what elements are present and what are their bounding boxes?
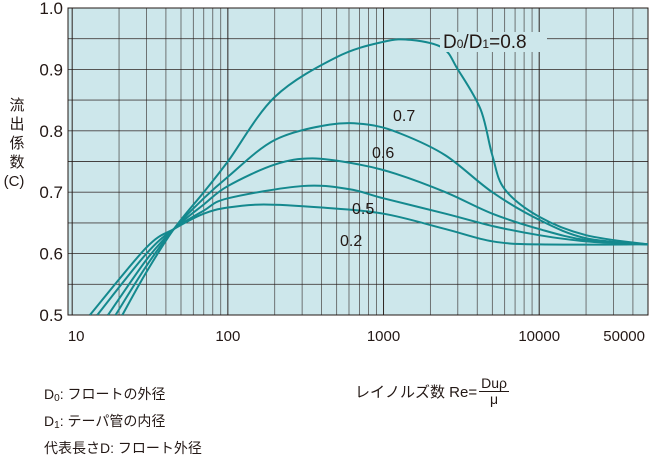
y-tick-label: 0.7: [39, 183, 63, 202]
y-axis-label-text: 流出係数: [9, 97, 25, 171]
x-tick-label: 1000: [367, 328, 400, 345]
x-tick-label: 10: [68, 328, 85, 345]
d0-subscript: 0: [54, 393, 60, 404]
y-tick-label: 0.9: [39, 60, 63, 79]
series-line: [121, 38, 648, 315]
d1-text: : テーパ管の内径: [59, 413, 166, 429]
y-axis-label: 流出係数 (C): [2, 96, 32, 191]
d1-subscript: 1: [54, 420, 60, 431]
reynolds-denominator: μ: [490, 391, 499, 407]
reynolds-fraction: Duρ μ: [479, 376, 509, 407]
note-d0: D0: フロートの外径: [44, 384, 165, 404]
reynolds-label: レイノルズ数 Re=: [355, 384, 478, 401]
discharge-coefficient-chart: 0.5 0.6 0.7 0.8 0.9 1.0 10 100 1000 10000 50000 D0/…: [39, 0, 649, 345]
d0-text: : フロートの外径: [59, 386, 166, 402]
d1-symbol: D: [44, 413, 55, 429]
series-label: 0.7: [393, 108, 415, 125]
note-representative-length: 代表長さD: フロート外径: [44, 440, 202, 456]
y-tick-label: 1.0: [39, 0, 63, 18]
series-line: [89, 203, 648, 315]
series-label: 0.6: [372, 145, 394, 162]
reynolds-formula: レイノルズ数 Re= Duρ μ: [355, 376, 509, 407]
x-tick-label: 100: [215, 328, 240, 345]
y-tick-label: 0.5: [39, 306, 63, 325]
series-label: 0.2: [340, 233, 362, 250]
series-label: 0.5: [352, 201, 374, 218]
y-tick-label: 0.8: [39, 122, 63, 141]
y-axis-label-unit: (C): [3, 173, 25, 190]
reynolds-numerator: Duρ: [479, 375, 509, 392]
plot-border: [67, 7, 649, 316]
series-label: D0/D1=0.8: [443, 32, 527, 53]
y-tick-label: 0.6: [39, 245, 63, 264]
x-tick-label: 10000: [518, 328, 560, 345]
d0-symbol: D: [44, 386, 55, 402]
x-tick-label: 50000: [603, 328, 645, 345]
note-d1: D1: テーパ管の内径: [44, 411, 165, 431]
series-label-bg: [440, 32, 547, 52]
